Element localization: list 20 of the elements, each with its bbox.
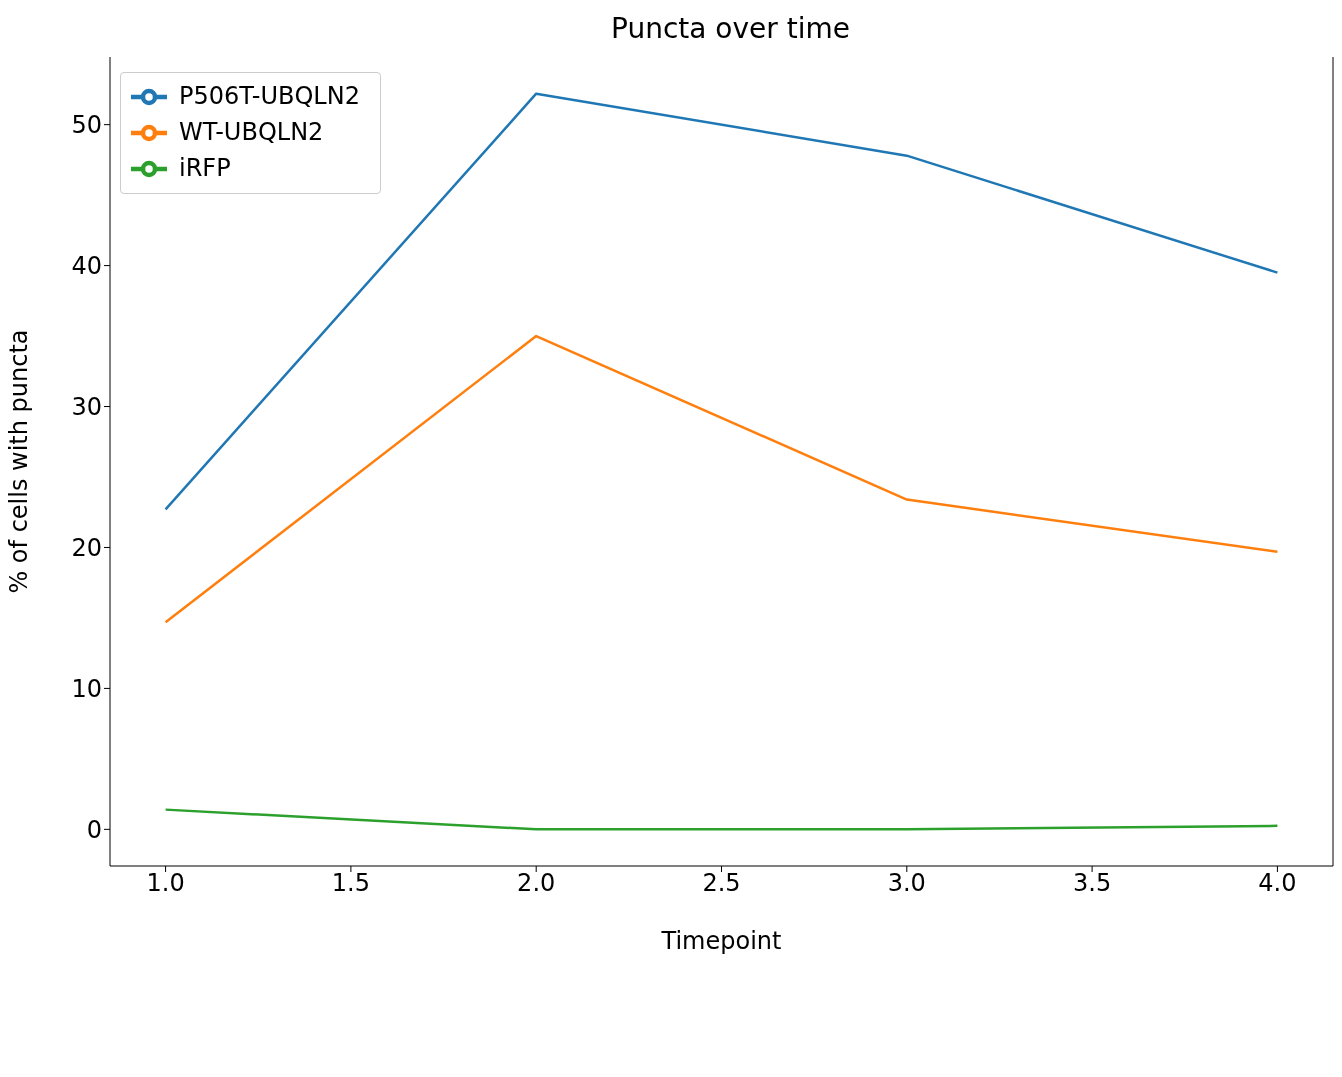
x-tick-label: 2.5	[702, 869, 741, 898]
legend-label: P506T-UBQLN2	[179, 82, 360, 110]
y-axis-title: % of cells with puncta	[4, 329, 33, 594]
y-tick-label: 20	[71, 533, 102, 562]
x-tick-label: 4.0	[1258, 869, 1297, 898]
y-tick-label: 0	[86, 815, 102, 844]
legend-label: iRFP	[179, 154, 231, 182]
x-tick-label: 3.5	[1073, 869, 1112, 898]
y-tick-label: 50	[71, 111, 102, 140]
x-tick-label: 1.5	[331, 869, 370, 898]
y-tick-label: 40	[71, 252, 102, 281]
x-axis-title: Timepoint	[660, 927, 782, 955]
x-tick-label: 3.0	[887, 869, 926, 898]
y-tick-label: 30	[71, 393, 102, 422]
chart-title: Puncta over time	[610, 12, 851, 45]
x-tick-label: 1.0	[146, 869, 185, 898]
line-series	[164, 334, 1279, 624]
legend-label: WT-UBQLN2	[179, 118, 324, 146]
y-tick-label: 10	[71, 674, 102, 703]
x-tick-label: 2.0	[517, 869, 556, 898]
